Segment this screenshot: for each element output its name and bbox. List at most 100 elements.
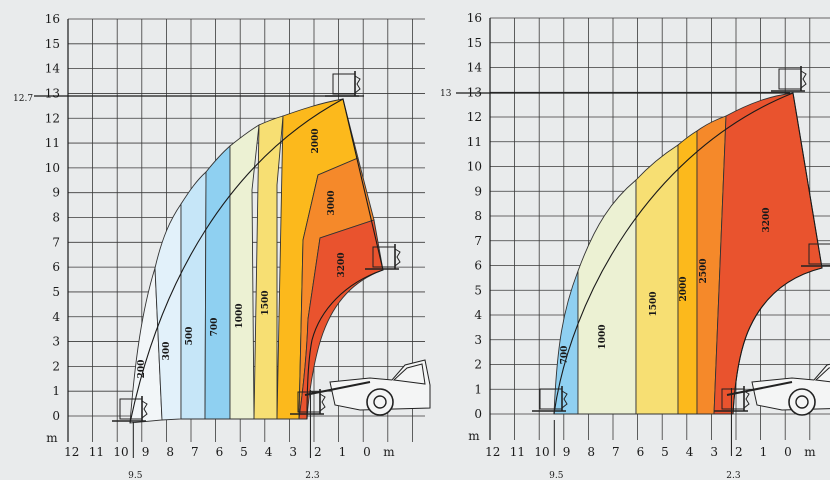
y-unit-label: m xyxy=(468,429,480,443)
zone-label: 1500 xyxy=(649,291,659,316)
x-tick-label: 9 xyxy=(142,445,150,459)
vehicle-boom xyxy=(304,381,371,396)
x-tick-label: 4 xyxy=(265,445,273,459)
x-tick-label: 3 xyxy=(710,445,718,459)
x-tick-label: 8 xyxy=(166,445,174,459)
x-tick-label: 3 xyxy=(289,445,297,459)
x-tick-label: 0 xyxy=(784,445,792,459)
y-tick-label: 11 xyxy=(45,136,60,150)
x-tick-label: 1 xyxy=(339,445,347,459)
fork-icon-ground xyxy=(112,396,148,422)
y-tick-label: 0 xyxy=(474,407,482,421)
zone-label: 2000 xyxy=(679,276,689,301)
fork-icon-top xyxy=(771,66,807,92)
y-tick-label: 2 xyxy=(474,358,482,372)
fork-hinge xyxy=(743,390,750,409)
fork-hinge xyxy=(394,248,401,267)
y-tick-label: 6 xyxy=(474,259,482,273)
zone-700 xyxy=(204,145,231,420)
pivot-label: 2.3 xyxy=(305,471,320,480)
y-tick-label: 10 xyxy=(467,160,482,174)
zone-3200 xyxy=(713,92,823,415)
x-tick-label: 12 xyxy=(485,445,500,459)
x-tick-label: 7 xyxy=(191,445,199,459)
x-tick-label: 8 xyxy=(587,445,595,459)
x-tick-label: 6 xyxy=(216,445,224,459)
zone-3200 xyxy=(298,219,384,420)
zone-label: 3000 xyxy=(327,190,337,215)
y-tick-label: 2 xyxy=(52,359,60,373)
x-tick-label: 12 xyxy=(64,445,79,459)
vehicle-cab xyxy=(392,363,426,385)
fork-icon-pivot xyxy=(714,386,750,412)
zone-label: 300 xyxy=(162,342,172,361)
x-tick-label: 4 xyxy=(686,445,694,459)
carriage-frame xyxy=(778,68,802,90)
x-tick-label: 11 xyxy=(89,445,104,459)
y-tick-label: 16 xyxy=(467,11,482,25)
zone-label: 700 xyxy=(210,318,220,337)
y-tick-label: 15 xyxy=(467,36,482,50)
y-tick-label: 14 xyxy=(45,62,61,76)
fork-icon-top xyxy=(325,71,361,97)
fork-icon-reach xyxy=(801,243,830,267)
telehandler-icon xyxy=(726,363,830,416)
zone-label: 700 xyxy=(560,346,570,365)
x-tick-label: 6 xyxy=(637,445,645,459)
fork-icon-ground xyxy=(532,386,568,412)
zones xyxy=(129,98,384,424)
y-tick-label: 7 xyxy=(474,234,482,248)
x-tick-label: 5 xyxy=(661,445,669,459)
carriage-frame xyxy=(808,243,830,265)
max-height-label: 12.7 xyxy=(13,94,33,104)
carriage-frame xyxy=(332,73,356,95)
y-tick-label: 1 xyxy=(474,382,482,396)
zone-label: 1000 xyxy=(235,303,245,328)
y-tick-label: 6 xyxy=(52,260,60,274)
max-reach-label: 9.5 xyxy=(549,471,564,480)
x-tick-label: 5 xyxy=(240,445,248,459)
y-tick-label: 5 xyxy=(474,283,482,297)
zone-label: 500 xyxy=(185,327,195,346)
zone-label: 1500 xyxy=(261,290,271,315)
zone-label: 3200 xyxy=(762,207,772,232)
fork-hinge xyxy=(800,70,807,89)
zones xyxy=(553,92,823,415)
x-tick-label: 2 xyxy=(314,445,322,459)
vehicle-boom xyxy=(726,381,793,396)
x-tick-label: 2 xyxy=(735,445,743,459)
vehicle-wheel xyxy=(366,388,394,416)
zone-2000 xyxy=(677,130,698,415)
y-tick-label: 15 xyxy=(45,37,60,51)
y-tick-label: 12 xyxy=(467,110,482,124)
y-tick-label: 11 xyxy=(467,135,482,149)
y-tick-label: 4 xyxy=(474,308,482,322)
y-tick-label: 13 xyxy=(45,86,60,100)
vehicle-hub xyxy=(373,395,387,409)
envelope-outline xyxy=(129,98,384,424)
pivot-label: 2.3 xyxy=(726,471,741,480)
zone-label: 2000 xyxy=(311,128,321,153)
zone-label: 3200 xyxy=(337,252,347,277)
vehicle-cab xyxy=(814,367,830,383)
fork-hinge xyxy=(561,390,568,409)
y-tick-label: 13 xyxy=(467,85,482,99)
y-tick-label: 3 xyxy=(474,333,482,347)
y-tick-label: 8 xyxy=(474,209,482,223)
envelope-outline xyxy=(553,92,823,415)
y-tick-label: 9 xyxy=(474,184,482,198)
x-tick-label: 10 xyxy=(113,445,128,459)
y-tick-label: 1 xyxy=(52,384,60,398)
y-tick-label: 7 xyxy=(52,235,60,249)
zone-1500 xyxy=(635,144,679,415)
fork-icon-pivot xyxy=(290,389,326,415)
zone-500 xyxy=(180,170,207,420)
x-tick-label: 0 xyxy=(363,445,371,459)
y-tick-label: 5 xyxy=(52,285,60,299)
y-unit-label: m xyxy=(46,431,58,445)
vehicle-wheel xyxy=(788,388,816,416)
fork-hinge xyxy=(319,393,326,412)
x-tick-label: 10 xyxy=(534,445,549,459)
y-tick-label: 16 xyxy=(45,12,60,26)
